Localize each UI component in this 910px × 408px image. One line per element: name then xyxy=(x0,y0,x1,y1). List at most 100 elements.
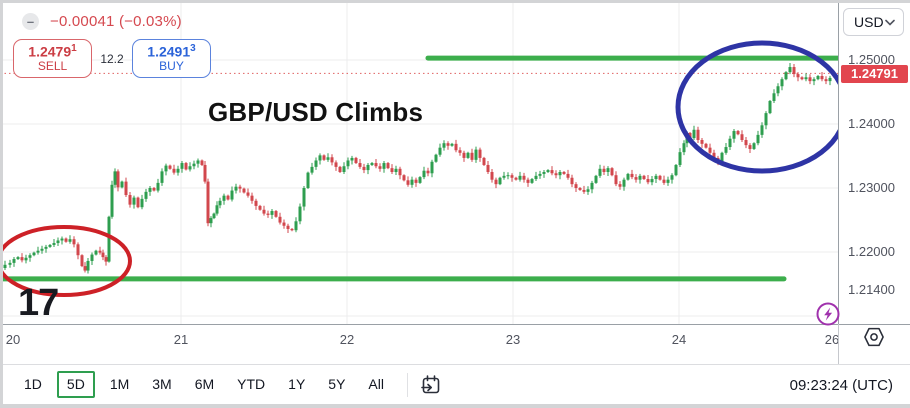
candle-body xyxy=(646,179,650,183)
candle-body xyxy=(434,154,438,162)
candle-body xyxy=(242,188,246,193)
candle-body xyxy=(700,140,704,144)
price-tick: 1.21400 xyxy=(848,282,895,298)
candle-body xyxy=(12,259,16,263)
go-to-date-calendar-icon[interactable] xyxy=(420,374,442,396)
candle-body xyxy=(116,171,120,188)
candle-body xyxy=(768,100,772,114)
candle-body xyxy=(386,163,390,169)
red-ellipse[interactable] xyxy=(0,225,132,297)
candle-body xyxy=(678,152,682,165)
candle-body xyxy=(642,175,646,180)
candle-body xyxy=(696,129,700,140)
candle-body xyxy=(20,257,24,261)
candle-body xyxy=(670,175,674,180)
time-tick: 20 xyxy=(5,332,21,347)
candle-body xyxy=(330,157,334,163)
candle-body xyxy=(422,170,426,178)
candle-body xyxy=(728,138,732,148)
range-button-3m[interactable]: 3M xyxy=(152,376,172,393)
currency-dropdown[interactable]: USD xyxy=(843,8,904,36)
blue-ellipse[interactable] xyxy=(675,40,849,174)
range-button-1y[interactable]: 1Y xyxy=(288,376,306,393)
price-axis[interactable]: 1.25000 1.24000 1.23000 1.22000 1.21400 1.247… xyxy=(838,0,910,324)
sell-button[interactable]: 1.24791 SELL xyxy=(13,39,92,78)
collapse-minus-icon[interactable]: – xyxy=(22,13,39,30)
candle-body xyxy=(586,189,590,192)
candle-body xyxy=(338,166,342,172)
range-button-all[interactable]: All xyxy=(368,376,384,393)
candle-body xyxy=(570,177,574,185)
candle-body xyxy=(626,173,630,180)
candle-body xyxy=(104,257,108,262)
candle-body xyxy=(740,134,744,140)
candle-body xyxy=(350,157,354,161)
candle-body xyxy=(522,175,526,180)
candle-body xyxy=(378,166,382,169)
candle-body xyxy=(32,252,36,256)
candle-body xyxy=(107,216,111,262)
candle-body xyxy=(144,191,148,199)
candle-body xyxy=(254,200,258,206)
candle-body xyxy=(306,172,310,188)
price-tick: 1.25000 xyxy=(848,52,895,67)
candle-body xyxy=(748,145,752,149)
candle-body xyxy=(506,175,510,177)
candle-body xyxy=(212,213,216,219)
range-button-5d[interactable]: 5D xyxy=(56,371,95,398)
candle-body xyxy=(474,149,478,160)
candle-body xyxy=(674,164,678,176)
range-button-6m[interactable]: 6M xyxy=(194,376,215,393)
range-button-5y[interactable]: 5Y xyxy=(328,376,346,393)
candle-body xyxy=(828,77,832,82)
candle-body xyxy=(200,160,204,165)
candle-body xyxy=(816,76,820,80)
candle-body xyxy=(578,188,582,190)
candle-body xyxy=(772,93,776,101)
axis-settings-gear-icon[interactable] xyxy=(864,327,884,347)
candle-body xyxy=(172,168,176,173)
candle-body xyxy=(662,179,666,183)
candle-body xyxy=(218,200,222,206)
candle-body xyxy=(258,205,262,210)
candle-body xyxy=(692,129,696,139)
candle-body xyxy=(732,131,736,139)
price-change-text: −0.00041 (−0.03%) xyxy=(50,13,182,30)
candle-body xyxy=(226,195,230,200)
candle-body xyxy=(180,163,184,169)
candle-body xyxy=(518,175,522,180)
spread-value: 12.2 xyxy=(100,51,124,66)
candle-body xyxy=(594,175,598,183)
candle-body xyxy=(184,163,188,170)
candle-body xyxy=(446,143,450,146)
candle-body xyxy=(752,143,756,149)
time-tick: 23 xyxy=(505,332,521,347)
buy-button[interactable]: 1.24913 BUY xyxy=(132,39,211,78)
candle-body xyxy=(482,157,486,165)
candle-body xyxy=(120,181,124,188)
candle-body xyxy=(526,179,530,183)
candle-body xyxy=(454,143,458,151)
range-button-1d[interactable]: 1D xyxy=(24,376,42,393)
candle-body xyxy=(622,179,626,187)
candle-body xyxy=(83,266,87,271)
candle-body xyxy=(222,195,226,201)
candle-body xyxy=(192,163,196,167)
axis-corner-divider xyxy=(838,324,839,364)
candle-body xyxy=(152,188,156,191)
time-axis[interactable]: 20 21 22 23 24 26 xyxy=(0,324,910,365)
candle-body xyxy=(358,163,362,167)
candle-body xyxy=(64,238,68,242)
sell-price: 1.24791 xyxy=(28,43,77,60)
candle-body xyxy=(634,177,638,180)
candle-body xyxy=(414,179,418,183)
range-button-1m[interactable]: 1M xyxy=(109,376,130,393)
price-tick: 1.23000 xyxy=(848,180,895,195)
candle-body xyxy=(98,250,102,253)
candle-body xyxy=(784,72,788,80)
instant-trading-lightning-icon[interactable] xyxy=(815,301,841,327)
candle-body xyxy=(764,113,768,126)
range-button-ytd[interactable]: YTD xyxy=(237,376,266,393)
candle-body xyxy=(650,179,654,183)
candle-body xyxy=(760,125,764,135)
